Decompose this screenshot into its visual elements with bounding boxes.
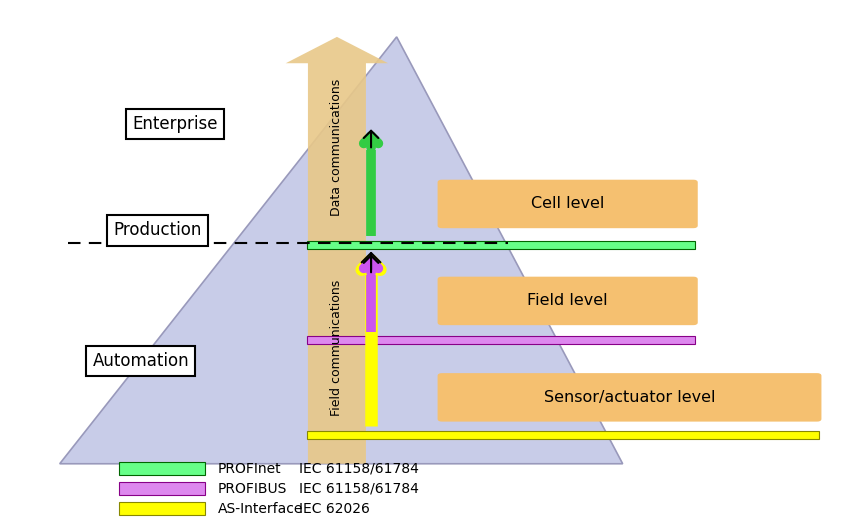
Text: Automation: Automation: [92, 352, 189, 370]
FancyBboxPatch shape: [437, 180, 697, 228]
Text: IEC 61158/61784: IEC 61158/61784: [298, 482, 418, 495]
Text: PROFIBUS: PROFIBUS: [217, 482, 286, 495]
Bar: [307, 336, 694, 344]
Text: IEC 62026: IEC 62026: [298, 502, 369, 515]
Text: Field level: Field level: [527, 294, 607, 308]
Text: Enterprise: Enterprise: [132, 115, 217, 133]
Text: Field communications: Field communications: [330, 280, 343, 416]
Bar: [119, 502, 204, 515]
Bar: [119, 462, 204, 475]
Text: Cell level: Cell level: [530, 197, 604, 211]
Text: IEC 61158/61784: IEC 61158/61784: [298, 462, 418, 475]
Bar: [119, 482, 204, 495]
Text: Sensor/actuator level: Sensor/actuator level: [543, 390, 715, 405]
Text: Production: Production: [113, 221, 202, 239]
Bar: [307, 431, 818, 439]
Polygon shape: [60, 37, 622, 464]
Bar: [307, 241, 694, 249]
FancyBboxPatch shape: [437, 277, 697, 325]
Text: AS-Interface: AS-Interface: [217, 502, 302, 515]
FancyBboxPatch shape: [437, 373, 820, 422]
Text: PROFInet: PROFInet: [217, 462, 281, 475]
FancyArrow shape: [285, 37, 388, 464]
Text: Data communications: Data communications: [330, 79, 343, 216]
